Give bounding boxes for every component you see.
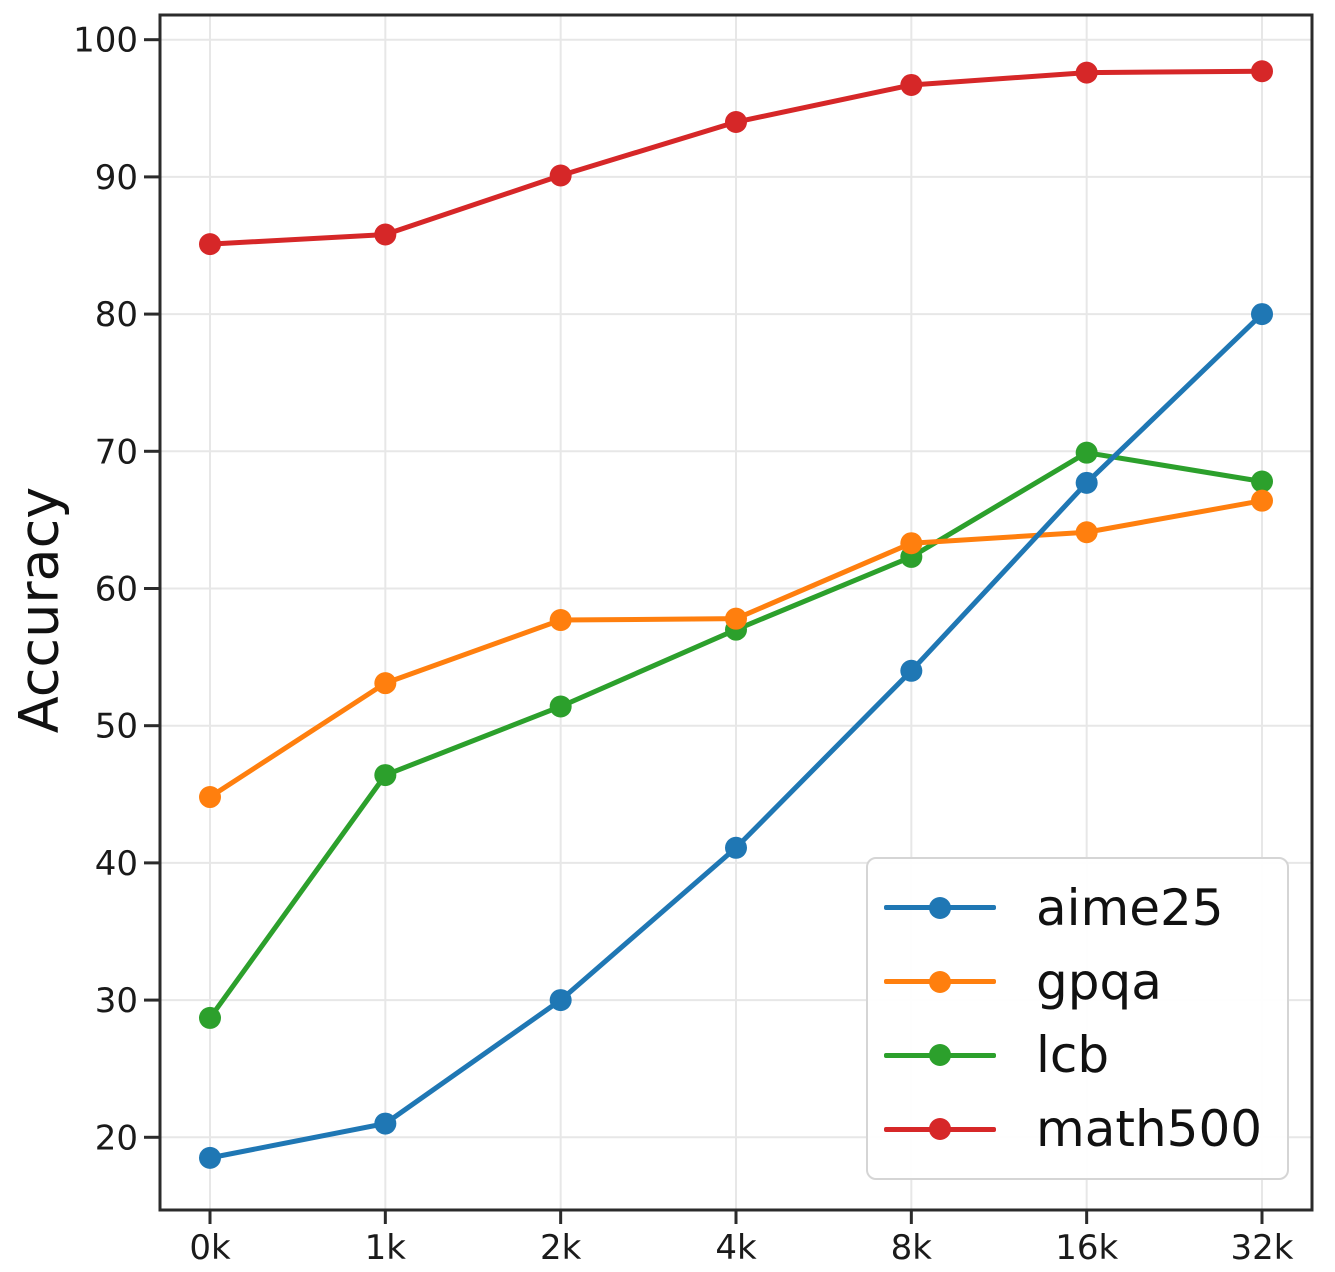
y-tick-label-30: 30 xyxy=(95,981,138,1021)
legend-item-math500: math500 xyxy=(884,1104,1287,1154)
data-point-lcb-32k xyxy=(1251,470,1273,493)
y-tick-label-60: 60 xyxy=(95,569,138,609)
legend-label-lcb: lcb xyxy=(1036,1026,1110,1085)
x-tick-label-32k: 32k xyxy=(1231,1228,1294,1268)
x-tick-label-0k: 0k xyxy=(189,1228,231,1268)
y-tick-label-50: 50 xyxy=(95,707,138,747)
data-point-aime25-2k xyxy=(549,989,572,1012)
data-point-aime25-0k xyxy=(199,1146,221,1169)
y-tick-label-20: 20 xyxy=(95,1118,138,1158)
legend-marker-icon xyxy=(929,896,951,919)
data-point-aime25-32k xyxy=(1251,303,1273,326)
legend-label-math500: math500 xyxy=(1036,1100,1263,1159)
data-point-gpqa-1k xyxy=(374,672,397,695)
legend-label-aime25: aime25 xyxy=(1036,878,1224,937)
legend-marker-icon xyxy=(929,1044,951,1067)
data-point-aime25-16k xyxy=(1075,471,1098,494)
series-gpqa xyxy=(199,489,1273,809)
x-tick-label-16k: 16k xyxy=(1055,1228,1118,1268)
y-tick-label-90: 90 xyxy=(95,158,138,198)
legend-marker-icon xyxy=(929,970,951,993)
x-tick-label-8k: 8k xyxy=(891,1228,933,1268)
y-tick-label-70: 70 xyxy=(95,432,138,472)
legend-item-lcb: lcb xyxy=(884,1030,1287,1080)
data-point-gpqa-16k xyxy=(1075,521,1098,544)
x-tick-label-4k: 4k xyxy=(715,1228,757,1268)
tick-marks xyxy=(144,38,1264,1224)
data-point-math500-8k xyxy=(900,73,923,96)
legend-label-gpqa: gpqa xyxy=(1036,952,1162,1011)
y-tick-labels: 20 30 40 50 60 70 80 90 100 xyxy=(73,21,138,1159)
data-point-gpqa-2k xyxy=(549,609,572,632)
x-tick-label-2k: 2k xyxy=(540,1228,582,1268)
y-tick-label-80: 80 xyxy=(95,295,138,335)
data-point-aime25-1k xyxy=(374,1112,397,1135)
data-point-gpqa-8k xyxy=(900,532,923,555)
legend-swatch-gpqa xyxy=(884,970,996,993)
x-tick-labels: 0k 1k 2k 4k 8k 16k 32k xyxy=(189,1228,1293,1268)
data-point-aime25-4k xyxy=(725,836,747,859)
data-point-gpqa-4k xyxy=(725,607,747,630)
legend-marker-icon xyxy=(929,1118,951,1141)
legend-item-gpqa: gpqa xyxy=(884,957,1287,1007)
data-series xyxy=(199,60,1273,1169)
data-point-math500-16k xyxy=(1075,61,1098,84)
data-point-math500-2k xyxy=(549,164,572,187)
y-axis-label: Accuracy xyxy=(7,486,71,734)
data-point-math500-32k xyxy=(1251,60,1273,83)
data-point-math500-0k xyxy=(199,233,221,256)
data-point-lcb-2k xyxy=(549,695,572,718)
legend-swatch-math500 xyxy=(884,1118,996,1141)
data-point-math500-1k xyxy=(374,223,397,246)
data-point-lcb-0k xyxy=(199,1006,221,1029)
legend-item-aime25: aime25 xyxy=(884,883,1287,933)
data-point-gpqa-32k xyxy=(1251,489,1273,512)
legend-swatch-aime25 xyxy=(884,896,996,919)
series-aime25 xyxy=(199,303,1273,1169)
legend-swatch-lcb xyxy=(884,1044,996,1067)
data-point-gpqa-0k xyxy=(199,786,221,809)
data-point-lcb-1k xyxy=(374,764,397,787)
data-point-lcb-16k xyxy=(1075,441,1098,464)
series-math500 xyxy=(199,60,1273,256)
y-tick-label-100: 100 xyxy=(73,21,138,61)
data-point-aime25-8k xyxy=(900,659,923,682)
data-point-math500-4k xyxy=(725,111,747,134)
legend: aime25 gpqa lcb math500 xyxy=(866,857,1289,1180)
x-tick-label-1k: 1k xyxy=(365,1228,407,1268)
y-tick-label-40: 40 xyxy=(95,844,138,884)
